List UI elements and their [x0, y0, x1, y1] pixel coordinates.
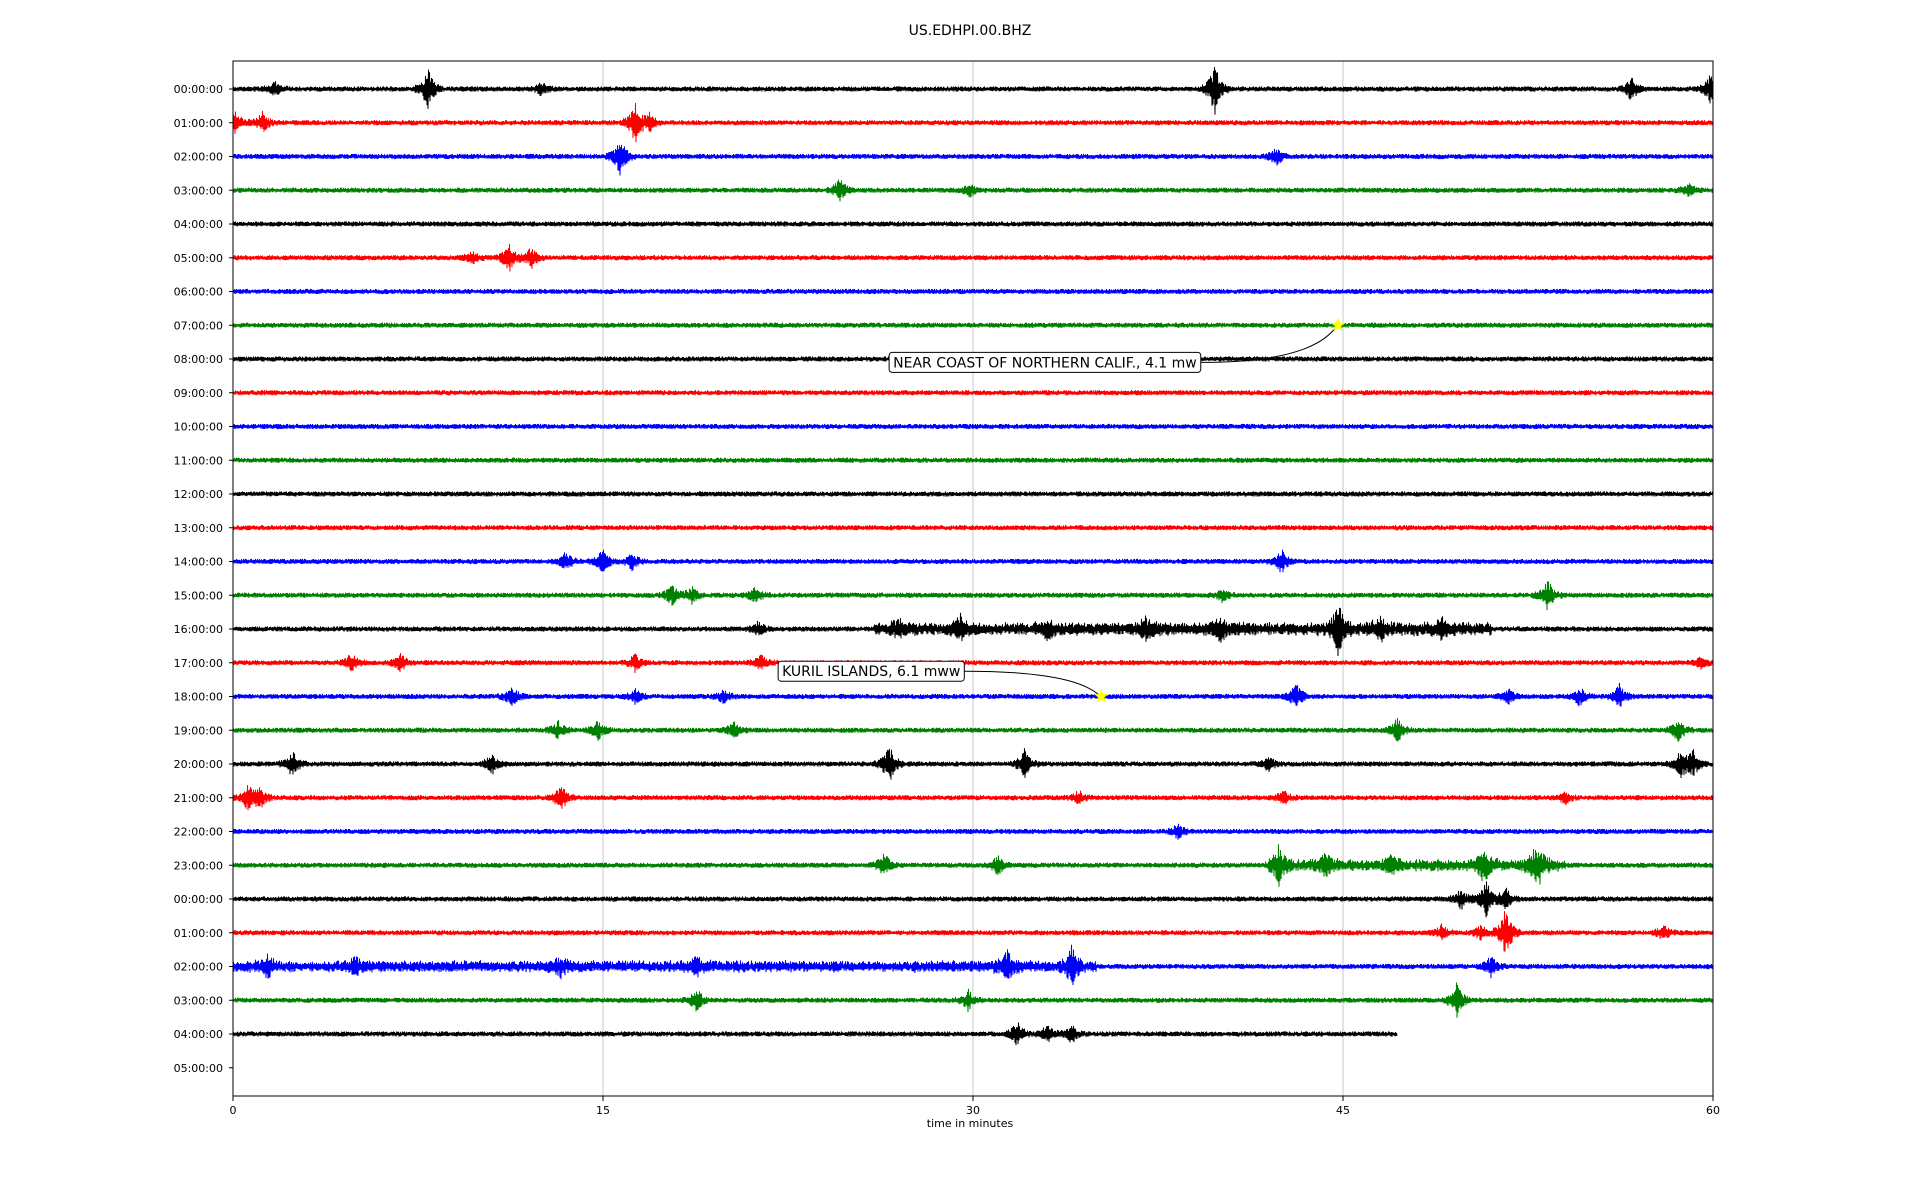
- trace-row-5: [232, 243, 1714, 272]
- row-label: 23:00:00: [174, 859, 223, 872]
- trace-row-27: [232, 982, 1714, 1018]
- event-label-box: [888, 351, 1202, 373]
- row-label: 14:00:00: [174, 556, 223, 569]
- x-tick-label: 30: [966, 1104, 980, 1117]
- trace-row-28: [232, 1022, 1398, 1046]
- x-tick-label: 0: [230, 1104, 237, 1117]
- row-label: 13:00:00: [174, 522, 223, 535]
- event-star-marker: [1330, 317, 1346, 332]
- row-label: 01:00:00: [174, 927, 223, 940]
- row-label: 22:00:00: [174, 826, 223, 839]
- event-label-box: [777, 660, 965, 682]
- x-tick-label: 60: [1706, 1104, 1720, 1117]
- row-label: 05:00:00: [174, 252, 223, 265]
- row-label: 09:00:00: [174, 387, 223, 400]
- trace-row-22: [232, 823, 1714, 840]
- row-label: 00:00:00: [174, 893, 223, 906]
- seismic-traces: [232, 67, 1714, 1046]
- trace-row-15: [232, 581, 1714, 611]
- row-label: 00:00:00: [174, 83, 223, 96]
- row-label: 19:00:00: [174, 724, 223, 737]
- trace-row-10: [232, 423, 1714, 430]
- event-annotation-0: NEAR COAST OF NORTHERN CALIF., 4.1 mw: [888, 317, 1346, 373]
- row-label: 05:00:00: [174, 1062, 223, 1075]
- trace-row-2: [232, 144, 1714, 176]
- trace-row-7: [232, 322, 1714, 328]
- row-label: 01:00:00: [174, 117, 223, 130]
- row-label: 07:00:00: [174, 319, 223, 332]
- row-label: 17:00:00: [174, 657, 223, 670]
- row-label: 12:00:00: [174, 488, 223, 501]
- row-label: 15:00:00: [174, 589, 223, 602]
- trace-row-3: [232, 179, 1714, 202]
- trace-row-23: [232, 844, 1714, 887]
- row-label: 02:00:00: [174, 961, 223, 974]
- row-label: 02:00:00: [174, 151, 223, 164]
- row-label: 10:00:00: [174, 421, 223, 434]
- chart-title: US.EDHPI.00.BHZ: [909, 23, 1032, 39]
- grid-lines: [602, 61, 1344, 1096]
- trace-row-4: [232, 221, 1714, 227]
- row-label: 03:00:00: [174, 184, 223, 197]
- event-label: KURIL ISLANDS, 6.1 mww: [782, 664, 960, 680]
- event-annotation-1: KURIL ISLANDS, 6.1 mww: [777, 660, 1109, 703]
- row-label: 21:00:00: [174, 792, 223, 805]
- x-axis-ticks: 0 15 30 45 60: [230, 1096, 1720, 1117]
- event-star-marker: [1093, 688, 1109, 703]
- x-tick-label: 15: [596, 1104, 610, 1117]
- trace-row-19: [232, 717, 1714, 742]
- row-label: 06:00:00: [174, 286, 223, 299]
- x-axis-label: time in minutes: [927, 1117, 1014, 1130]
- trace-row-13: [232, 525, 1714, 531]
- trace-row-25: [232, 911, 1714, 952]
- trace-row-9: [232, 390, 1714, 396]
- trace-row-24: [232, 881, 1714, 918]
- trace-row-0: [232, 67, 1714, 115]
- trace-row-16: [232, 607, 1714, 657]
- row-label: 03:00:00: [174, 994, 223, 1007]
- x-tick-label: 45: [1336, 1104, 1350, 1117]
- row-label: 04:00:00: [174, 1028, 223, 1041]
- trace-row-18: [232, 682, 1714, 707]
- trace-row-1: [232, 102, 1714, 143]
- event-connector: [964, 670, 1102, 697]
- row-label: 18:00:00: [174, 691, 223, 704]
- trace-row-12: [232, 491, 1714, 497]
- trace-row-6: [232, 288, 1714, 295]
- trace-row-20: [232, 748, 1714, 780]
- row-label: 16:00:00: [174, 623, 223, 636]
- row-label: 04:00:00: [174, 218, 223, 231]
- row-label: 20:00:00: [174, 758, 223, 771]
- trace-row-21: [232, 785, 1714, 811]
- trace-row-17: [232, 652, 1714, 674]
- trace-row-11: [232, 457, 1714, 463]
- row-label: 08:00:00: [174, 353, 223, 366]
- event-annotations: NEAR COAST OF NORTHERN CALIF., 4.1 mw KUR…: [777, 317, 1346, 703]
- row-label: 11:00:00: [174, 454, 223, 467]
- trace-row-14: [232, 549, 1714, 573]
- row-time-labels: 00:00:00 01:00:00 02:00:00 03:00:00 04:00:00…: [174, 83, 233, 1075]
- event-label: NEAR COAST OF NORTHERN CALIF., 4.1 mw: [893, 355, 1197, 371]
- trace-row-26: [232, 944, 1714, 986]
